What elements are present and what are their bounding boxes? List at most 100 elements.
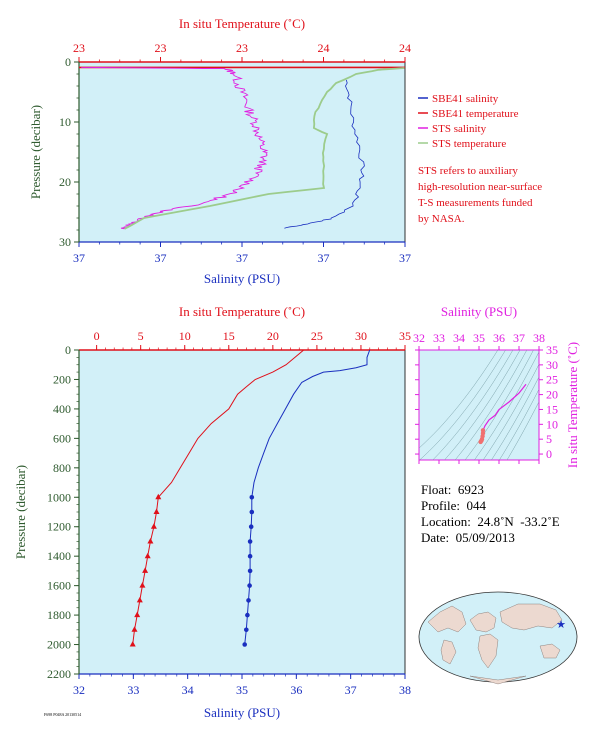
bottom-y-tick-label: 1600 (47, 579, 71, 593)
ts-y-tick-label: 20 (546, 388, 558, 402)
bottom-temperature-marker (139, 582, 146, 588)
top-y-tick-label: 30 (59, 235, 71, 249)
top-x-tick-label: 37 (155, 251, 167, 265)
ts-y-tick-label: 10 (546, 417, 558, 431)
date-row: Date: 05/09/2013 (421, 530, 560, 546)
bottom-salinity-marker (247, 553, 253, 559)
bottom-temperature-marker (144, 552, 151, 559)
ts-x-tick-label: 37 (513, 331, 525, 345)
sts-note-line: high-resolution near-surface (418, 181, 542, 193)
ts-density-contour (454, 350, 528, 460)
bottom-y-tick-label: 600 (53, 431, 71, 445)
bottom-x-tick-label: 34 (182, 683, 194, 697)
world-map: ★ (418, 591, 578, 685)
sts-note: STS refers to auxiliary high-resolution … (418, 165, 542, 225)
bottom-x2-title: In situ Temperature (˚C) (179, 304, 305, 319)
bottom-x-title: Salinity (PSU) (204, 705, 280, 720)
ts-series-group (478, 383, 527, 445)
legend-label-sts-temp: STS temperature (432, 138, 506, 150)
bottom-temperature-marker (131, 626, 138, 632)
bottom-x2-tick-label: 25 (311, 329, 323, 343)
location-label: Location: (421, 514, 471, 529)
bottom-temperature-marker (129, 641, 136, 647)
top-x2-title: In situ Temperature (˚C) (179, 16, 305, 31)
top-panel: 23 23 23 24 24 37 37 37 37 37 0 10 20 30 In situ Temp… (28, 16, 542, 286)
bottom-y-tick-label: 1800 (47, 608, 71, 622)
bottom-salinity-marker (249, 509, 255, 515)
bottom-temperature-marker (155, 493, 162, 500)
bottom-salinity-marker (244, 627, 249, 633)
top-legend: SBE41 salinity SBE41 temperature STS sal… (418, 93, 519, 150)
ts-x-tick-label: 38 (533, 331, 545, 345)
location-value: 24.8˚N -33.2˚E (477, 514, 560, 529)
bottom-y-tick-label: 800 (53, 461, 71, 475)
bottom-x2-tick-label: 15 (223, 329, 235, 343)
map-ocean (418, 591, 578, 683)
bottom-series-group (129, 349, 371, 647)
profile-row: Profile: 044 (421, 498, 560, 514)
ts-density-contour (419, 350, 499, 449)
top-y-tick-label: 10 (59, 115, 71, 129)
bottom-x2-tick-label: 5 (138, 329, 144, 343)
bottom-temperature-marker (150, 523, 157, 529)
bottom-temperature-marker (134, 611, 141, 618)
bottom-x-tick-label: 35 (236, 683, 248, 697)
bottom-salinity-marker (245, 612, 250, 618)
bottom-salinity-marker (242, 642, 247, 647)
bottom-salinity-marker (247, 539, 253, 544)
bottom-y-tick-label: 2200 (47, 667, 71, 681)
ts-x-tick-label: 36 (493, 331, 505, 345)
bottom-y-title: Pressure (decibar) (13, 465, 28, 559)
ts-y-tick-label: 35 (546, 343, 558, 357)
float-info: Float: 6923 Profile: 044 Location: 24.8˚… (421, 482, 560, 546)
ts-density-contour (499, 389, 539, 460)
float-id-row: Float: 6923 (421, 482, 560, 498)
ts-plot-area (418, 349, 540, 461)
legend-label-sts-sal: STS salinity (432, 123, 487, 135)
location-row: Location: 24.8˚N -33.2˚E (421, 514, 560, 530)
ts-density-contour (474, 351, 539, 460)
bottom-salinity-marker (246, 598, 251, 603)
bottom-line-temperature (132, 349, 305, 645)
bottom-x2-tick-label: 30 (355, 329, 367, 343)
float-location-star: ★ (556, 619, 566, 631)
bottom-salinity-marker (249, 495, 255, 500)
top-x-tick-label: 37 (318, 251, 330, 265)
top-series-sts-salinity (81, 66, 269, 230)
profile-label: Profile: (421, 498, 460, 513)
ts-x-tick-label: 34 (453, 331, 465, 345)
bottom-x2-tick-label: 20 (267, 329, 279, 343)
date-label: Date: (421, 530, 450, 545)
bottom-axis-ticks: 0 5 10 15 20 25 30 35 32 33 34 35 36 37 38 0 200 400 600 80… (47, 329, 411, 697)
ts-y-tick-label: 5 (546, 432, 552, 446)
float-label: Float: (421, 482, 452, 497)
sts-note-line: STS refers to auxiliary (418, 165, 518, 177)
bottom-x-tick-label: 38 (399, 683, 411, 697)
bottom-temperature-marker (136, 596, 143, 603)
bottom-salinity-marker (248, 524, 254, 529)
bottom-y-tick-label: 1000 (47, 490, 71, 504)
ts-x-tick-label: 33 (433, 331, 445, 345)
ts-x-tick-label: 35 (473, 331, 485, 345)
top-x2-tick-label: 24 (399, 41, 411, 55)
top-x-tick-label: 37 (73, 251, 85, 265)
ts-profile-marker (478, 439, 483, 445)
sts-note-line: T-S measurements funded (418, 197, 533, 209)
bottom-y-tick-label: 400 (53, 402, 71, 416)
float-value: 6923 (457, 482, 484, 497)
bottom-x-tick-label: 36 (290, 683, 302, 697)
bottom-x2-tick-label: 10 (179, 329, 191, 343)
bottom-plot-area (78, 349, 406, 675)
bottom-temperature-marker (142, 567, 149, 573)
ts-density-contour (444, 350, 521, 460)
top-axis-ticks: 23 23 23 24 24 37 37 37 37 37 0 10 20 30 (59, 41, 411, 265)
bottom-x2-tick-label: 35 (399, 329, 411, 343)
top-x2-tick-label: 23 (155, 41, 167, 55)
top-y-title: Pressure (decibar) (28, 105, 43, 199)
top-series-sbe41-salinity (284, 79, 365, 229)
ts-y-tick-label: 0 (546, 447, 552, 461)
bottom-x-tick-label: 33 (127, 683, 139, 697)
